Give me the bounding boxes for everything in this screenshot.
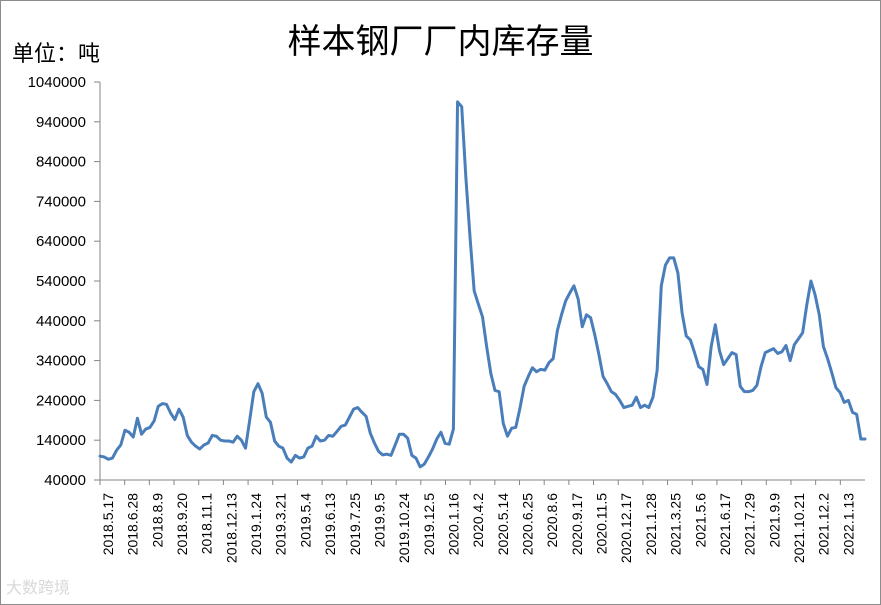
y-tick-label: 140000 (36, 432, 86, 449)
x-tick-label: 2018.8.9 (149, 493, 165, 548)
x-tick-label: 2021.5.6 (692, 493, 708, 548)
x-tick-label: 2019.12.5 (421, 493, 437, 555)
x-tick-label: 2019.6.13 (322, 493, 338, 555)
y-tick-label: 240000 (36, 392, 86, 409)
y-tick-label: 640000 (36, 233, 86, 250)
x-tick-label: 2020.6.25 (520, 493, 536, 555)
y-tick-label: 940000 (36, 114, 86, 131)
x-tick-label: 2018.6.28 (125, 493, 141, 555)
x-tick-label: 2020.9.17 (569, 493, 585, 555)
x-tick-label: 2019.9.5 (371, 493, 387, 548)
x-tick-label: 2021.3.25 (668, 493, 684, 555)
y-axis: 40000 140000 240000 340000 440000 540000 64000… (28, 74, 101, 489)
y-tick-label: 40000 (44, 472, 86, 489)
unit-label: 单位：吨 (12, 42, 101, 67)
x-tick-label: 2019.10.24 (396, 493, 412, 563)
x-tick-label: 2021.12.2 (816, 493, 832, 555)
inventory-series-line (98, 100, 867, 469)
x-axis: 2018.5.17 2018.6.28 2018.8.9 2018.9.20 2018.… (99, 479, 865, 563)
chart-title: 样本钢厂厂内库存量 (287, 22, 594, 62)
x-tick-label: 2018.11.1 (199, 493, 215, 554)
x-tick-label: 2021.1.28 (643, 493, 659, 555)
x-tick-label: 2021.9.9 (766, 493, 782, 548)
x-tick-label: 2020.12.17 (618, 493, 634, 563)
watermark-text: 大数跨境 (6, 578, 71, 597)
x-tick-label: 2019.3.21 (273, 493, 289, 555)
x-tick-label: 2020.5.14 (495, 493, 511, 555)
x-tick-label: 2022.1.13 (840, 493, 856, 555)
x-tick-label: 2018.5.17 (100, 493, 116, 555)
x-tick-label: 2018.12.13 (223, 493, 239, 563)
x-tick-label: 2020.4.2 (470, 493, 486, 548)
x-tick-label: 2019.1.24 (248, 493, 264, 555)
x-tick-label: 2018.9.20 (174, 493, 190, 555)
y-tick-label: 840000 (36, 154, 86, 171)
x-tick-label: 2021.10.21 (791, 493, 807, 563)
x-tick-label: 2020.8.6 (544, 493, 560, 548)
x-tick-label: 2021.6.17 (717, 493, 733, 555)
x-tick-label: 2020.11.5 (594, 493, 610, 554)
y-tick-label: 440000 (36, 313, 86, 330)
y-tick-label: 1040000 (28, 74, 86, 91)
x-tick-label: 2021.7.29 (742, 493, 758, 555)
x-tick-label: 2020.1.16 (445, 493, 461, 555)
x-tick-label: 2019.5.4 (297, 493, 313, 548)
y-tick-label: 540000 (36, 273, 86, 290)
y-tick-label: 740000 (36, 193, 86, 210)
x-tick-label: 2019.7.25 (347, 493, 363, 555)
y-tick-label: 340000 (36, 353, 86, 370)
series-layer (98, 100, 867, 469)
